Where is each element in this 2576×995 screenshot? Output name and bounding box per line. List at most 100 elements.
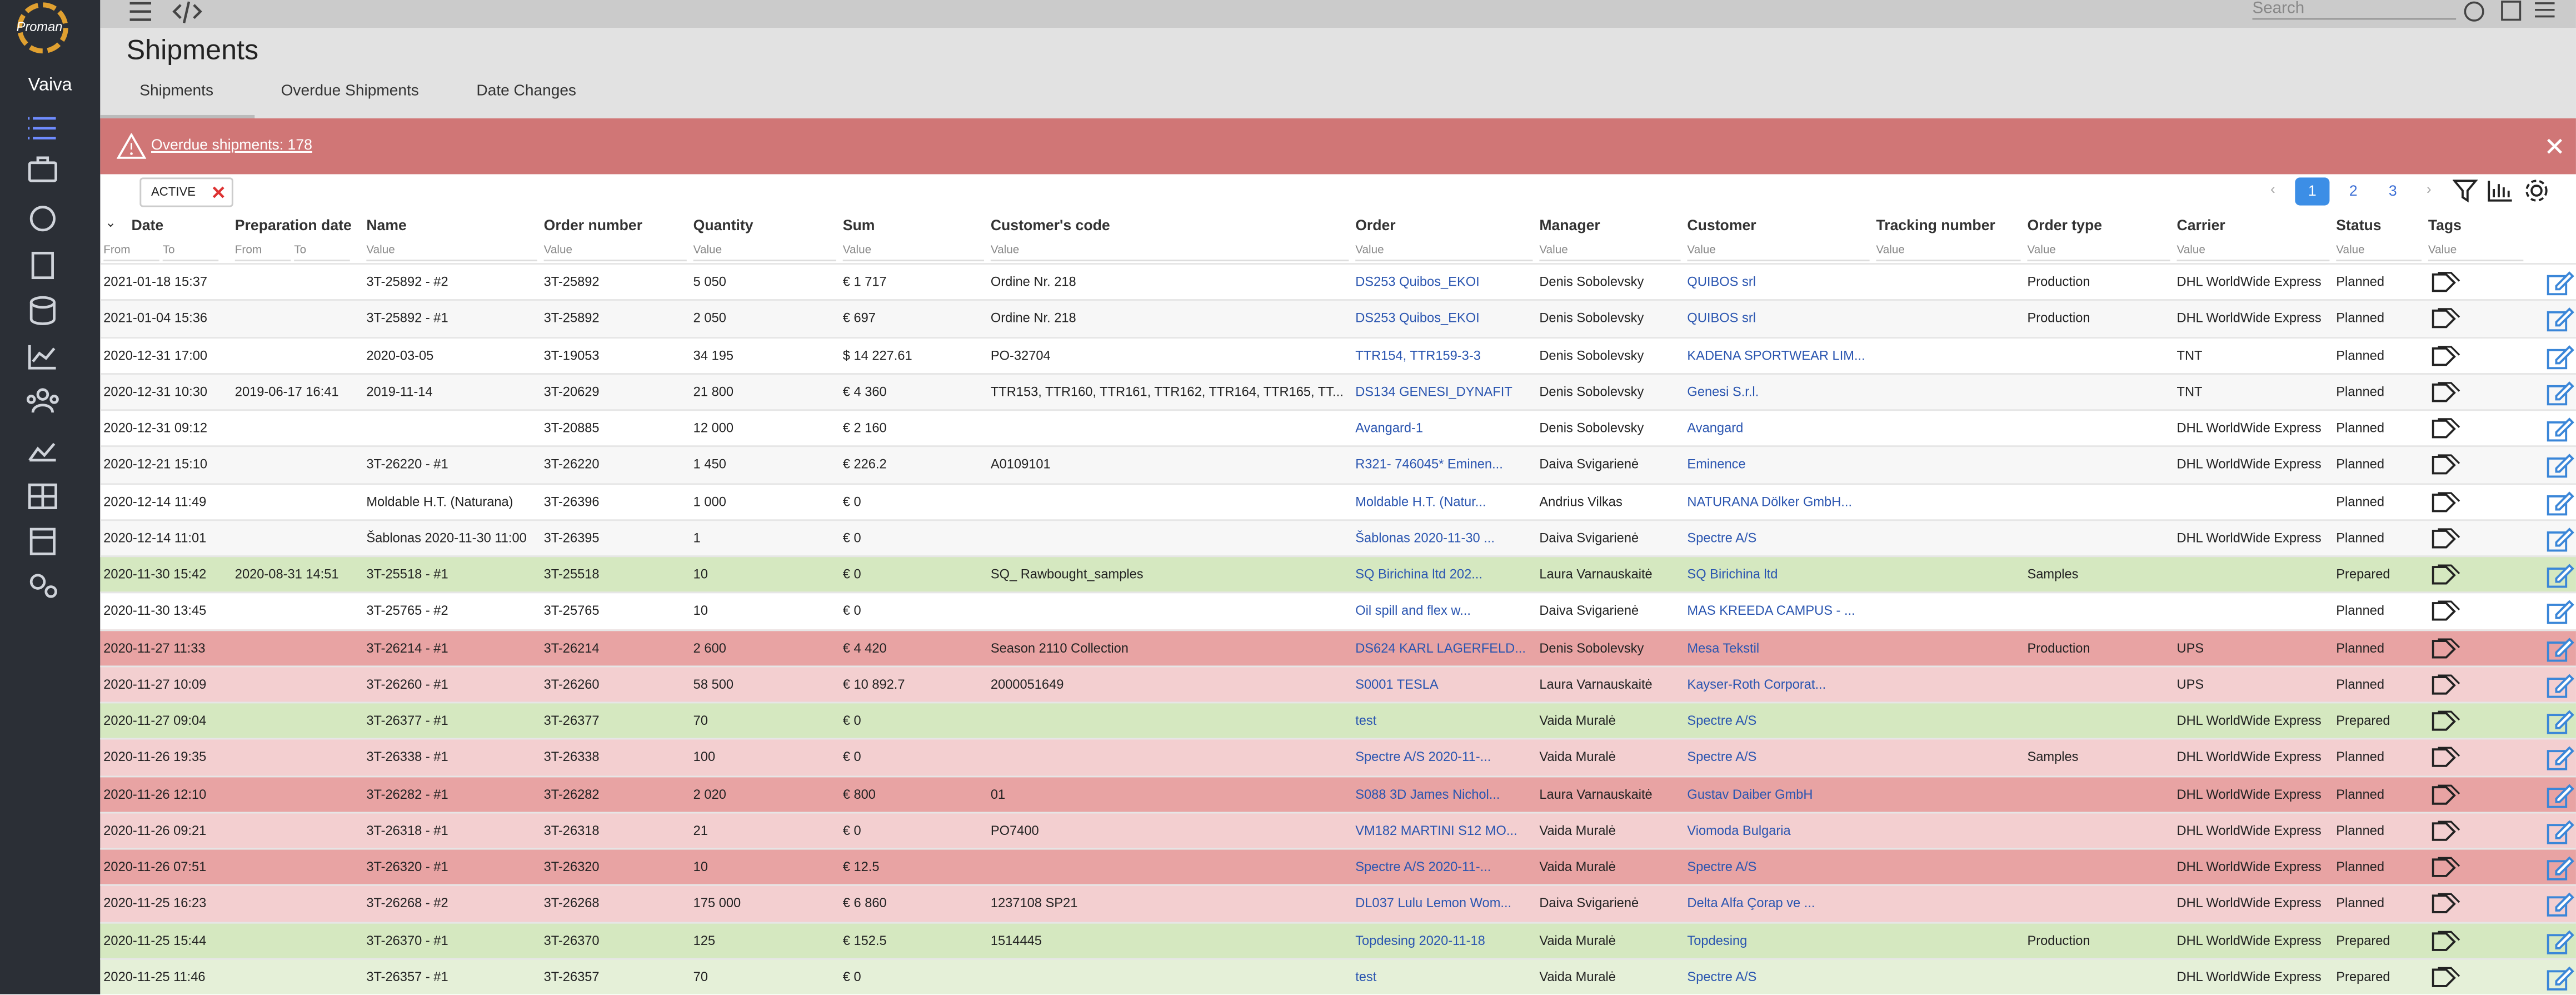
table-cell[interactable]: SQ Birichina ltd 202...: [1355, 567, 1482, 582]
row-actions[interactable]: [2430, 265, 2576, 301]
column-header[interactable]: Name: [366, 217, 407, 233]
table-cell[interactable]: QUIBOS srl: [1687, 311, 1756, 326]
edit-icon[interactable]: [2547, 819, 2574, 844]
column-filter[interactable]: Value: [2428, 243, 2524, 262]
table-cell[interactable]: S088 3D James Nichol...: [1355, 786, 1500, 802]
column-header[interactable]: Order type: [2027, 217, 2103, 233]
table-cell[interactable]: KADENA SPORTWEAR LIM...: [1687, 347, 1865, 362]
tag-icon[interactable]: [2432, 273, 2456, 292]
tag-icon[interactable]: [2432, 675, 2456, 694]
column-filter[interactable]: Value: [1355, 243, 1533, 262]
edit-icon[interactable]: [2547, 307, 2574, 332]
chip-remove[interactable]: [212, 186, 226, 199]
table-row[interactable]: 2020-11-26 19:35 3T-26338 - #1 3T-26338 100…: [100, 738, 2576, 777]
table-cell[interactable]: Spectre A/S: [1687, 969, 1757, 984]
table-cell[interactable]: test: [1355, 969, 1377, 984]
column-header[interactable]: Order number: [543, 217, 643, 233]
table-cell[interactable]: Spectre A/S 2020-11-...: [1355, 749, 1491, 765]
tab[interactable]: Shipments: [139, 82, 214, 101]
row-actions[interactable]: [2430, 484, 2576, 520]
tag-icon[interactable]: [2432, 822, 2456, 841]
edit-icon[interactable]: [2547, 454, 2574, 479]
row-actions[interactable]: [2430, 886, 2576, 922]
table-row[interactable]: 2020-11-26 09:21 3T-26318 - #1 3T-26318 21 €…: [100, 811, 2576, 849]
table-cell[interactable]: Spectre A/S: [1687, 713, 1757, 728]
column-header[interactable]: Preparation date: [234, 217, 352, 233]
row-actions[interactable]: [2430, 630, 2576, 666]
column-filter[interactable]: To: [294, 243, 350, 262]
table-row[interactable]: 2020-11-25 16:23 3T-26268 - #2 3T-26268 175…: [100, 884, 2576, 923]
edit-icon[interactable]: [2547, 344, 2574, 369]
row-actions[interactable]: [2430, 301, 2576, 337]
edit-icon[interactable]: [2547, 600, 2574, 625]
row-actions[interactable]: [2430, 338, 2576, 374]
column-filter[interactable]: From: [234, 243, 291, 262]
tab[interactable]: Overdue Shipments: [281, 82, 419, 101]
table-cell[interactable]: Kayser-Roth Corporat...: [1687, 676, 1826, 691]
table-cell[interactable]: Spectre A/S: [1687, 749, 1757, 765]
tag-icon[interactable]: [2432, 346, 2456, 365]
table-cell[interactable]: DS134 GENESI_DYNAFIT: [1355, 384, 1512, 399]
table-row[interactable]: 2020-11-27 09:04 3T-26377 - #1 3T-26377 70 €…: [100, 702, 2576, 740]
tag-icon[interactable]: [2432, 566, 2456, 585]
edit-icon[interactable]: [2547, 966, 2574, 991]
table-row[interactable]: 2020-12-31 10:30 2019-06-17 16:41 2019-11-…: [100, 372, 2576, 411]
column-header[interactable]: Order: [1355, 217, 1396, 233]
table-cell[interactable]: Viomoda Bulgaria: [1687, 823, 1791, 838]
table-cell[interactable]: Spectre A/S 2020-11-...: [1355, 859, 1491, 874]
table-row[interactable]: 2020-11-26 12:10 3T-26282 - #1 3T-26282 2 0…: [100, 775, 2576, 813]
row-actions[interactable]: [2430, 594, 2576, 630]
edit-icon[interactable]: [2547, 747, 2574, 771]
tag-icon[interactable]: [2432, 895, 2456, 914]
column-filter[interactable]: Value: [2336, 243, 2422, 262]
table-cell[interactable]: Eminence: [1687, 457, 1746, 472]
tab[interactable]: Date Changes: [476, 82, 576, 101]
tag-icon[interactable]: [2432, 310, 2456, 329]
row-actions[interactable]: [2430, 740, 2576, 776]
edit-icon[interactable]: [2547, 490, 2574, 515]
table-row[interactable]: 2020-11-25 15:44 3T-26370 - #1 3T-26370 125…: [100, 921, 2576, 959]
alert-link[interactable]: Overdue shipments: 178: [151, 136, 312, 153]
sort-chevron[interactable]: ⌄: [105, 215, 117, 230]
column-header[interactable]: Manager: [1539, 217, 1600, 233]
table-row[interactable]: 2020-12-31 17:00 2020-03-05 3T-19053 34 195…: [100, 336, 2576, 374]
table-cell[interactable]: MAS KREEDA CAMPUS - ...: [1687, 603, 1855, 619]
tag-icon[interactable]: [2432, 456, 2456, 475]
row-actions[interactable]: [2430, 447, 2576, 484]
table-cell[interactable]: Topdesing 2020-11-18: [1355, 932, 1485, 948]
row-actions[interactable]: [2430, 521, 2576, 557]
tag-icon[interactable]: [2432, 639, 2456, 658]
edit-icon[interactable]: [2547, 564, 2574, 588]
column-filter[interactable]: To: [162, 243, 219, 262]
column-filter[interactable]: Value: [693, 243, 836, 262]
row-actions[interactable]: [2430, 703, 2576, 739]
column-filter[interactable]: Value: [1876, 243, 2021, 262]
row-actions[interactable]: [2430, 667, 2576, 703]
column-filter[interactable]: Value: [2176, 243, 2330, 262]
table-row[interactable]: 2021-01-18 15:37 3T-25892 - #2 3T-25892 5 0…: [100, 263, 2576, 301]
column-filter[interactable]: From: [103, 243, 159, 262]
table-cell[interactable]: VM182 MARTINI S12 MO...: [1355, 823, 1517, 838]
column-filter[interactable]: Value: [1687, 243, 1870, 262]
table-row[interactable]: 2020-12-31 09:12 3T-20885 12 000 € 2 160 Ava…: [100, 409, 2576, 447]
table-cell[interactable]: R321- 746045* Eminen...: [1355, 457, 1503, 472]
column-filter[interactable]: Value: [366, 243, 537, 262]
table-cell[interactable]: Spectre A/S: [1687, 530, 1757, 545]
page-prev[interactable]: ‹: [2270, 181, 2275, 197]
tag-icon[interactable]: [2432, 602, 2456, 621]
table-cell[interactable]: S0001 TESLA: [1355, 676, 1439, 691]
page-button[interactable]: 1: [2295, 177, 2330, 206]
table-cell[interactable]: Gustav Daiber GmbH: [1687, 786, 1813, 802]
row-actions[interactable]: [2430, 777, 2576, 813]
column-filter[interactable]: Value: [543, 243, 687, 262]
column-filter[interactable]: Value: [990, 243, 1349, 262]
row-actions[interactable]: [2430, 850, 2576, 886]
table-cell[interactable]: QUIBOS srl: [1687, 274, 1756, 290]
table-row[interactable]: 2020-11-30 15:42 2020-08-31 14:51 3T-25518…: [100, 555, 2576, 594]
tag-icon[interactable]: [2432, 931, 2456, 951]
table-cell[interactable]: Genesi S.r.l.: [1687, 384, 1759, 399]
column-header[interactable]: Quantity: [693, 217, 753, 233]
table-row[interactable]: 2020-11-25 11:46 3T-26357 - #1 3T-26357 70 €…: [100, 957, 2576, 994]
tag-icon[interactable]: [2432, 712, 2456, 731]
table-cell[interactable]: DL037 Lulu Lemon Wom...: [1355, 896, 1512, 911]
